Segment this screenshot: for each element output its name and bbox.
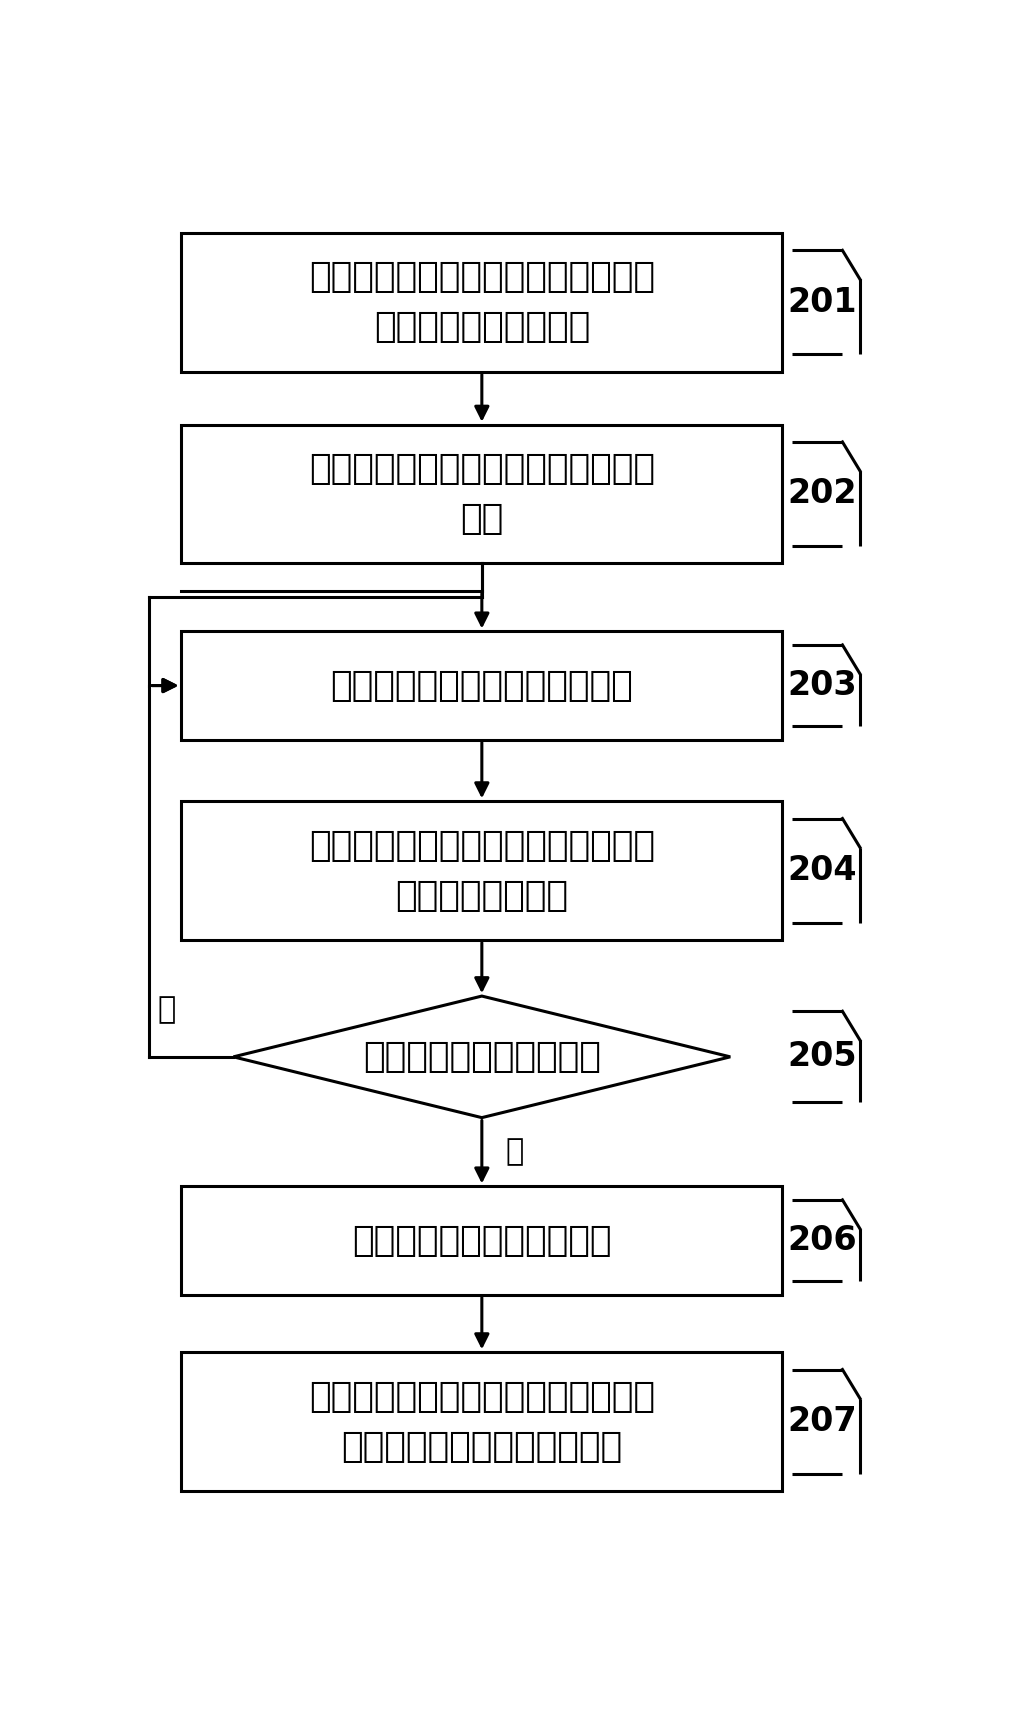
Text: 连接测量控制单元与晶振测量单元，: 连接测量控制单元与晶振测量单元， (309, 261, 655, 295)
Text: 待测晶体振荡器是否符合要求: 待测晶体振荡器是否符合要求 (341, 1429, 622, 1464)
Text: 207: 207 (788, 1405, 857, 1438)
Bar (181, 424, 783, 563)
Text: 晶振测量单元采集待测晶体振荡器在: 晶振测量单元采集待测晶体振荡器在 (309, 829, 655, 863)
Text: 单元: 单元 (460, 503, 504, 535)
Bar (181, 1186, 783, 1294)
Text: 205: 205 (788, 1040, 857, 1072)
Text: 否: 否 (157, 995, 176, 1024)
Text: 配置老化特性测试参数: 配置老化特性测试参数 (373, 311, 590, 345)
Text: 201: 201 (788, 287, 857, 319)
Text: 测试控制单元产生频率采集信号: 测试控制单元产生频率采集信号 (331, 669, 633, 702)
Text: 202: 202 (788, 477, 857, 510)
Text: 根据筛选、计算后的测量数据确定该: 根据筛选、计算后的测量数据确定该 (309, 1380, 655, 1414)
Text: 203: 203 (788, 669, 857, 702)
Polygon shape (234, 995, 730, 1117)
Bar (181, 801, 783, 940)
Text: 对应时间点的频率: 对应时间点的频率 (395, 879, 569, 913)
Bar (181, 233, 783, 372)
Bar (181, 631, 783, 740)
Text: 老化特性测试是否完成？: 老化特性测试是否完成？ (363, 1040, 601, 1074)
Text: 是: 是 (506, 1138, 524, 1167)
Text: 206: 206 (788, 1224, 857, 1258)
Text: 根据老化特性测试参数启动晶振测量: 根据老化特性测试参数启动晶振测量 (309, 451, 655, 486)
Text: 204: 204 (788, 855, 857, 887)
Text: 测量数据的智能筛选与计算: 测量数据的智能筛选与计算 (353, 1224, 611, 1258)
Bar (181, 1352, 783, 1491)
